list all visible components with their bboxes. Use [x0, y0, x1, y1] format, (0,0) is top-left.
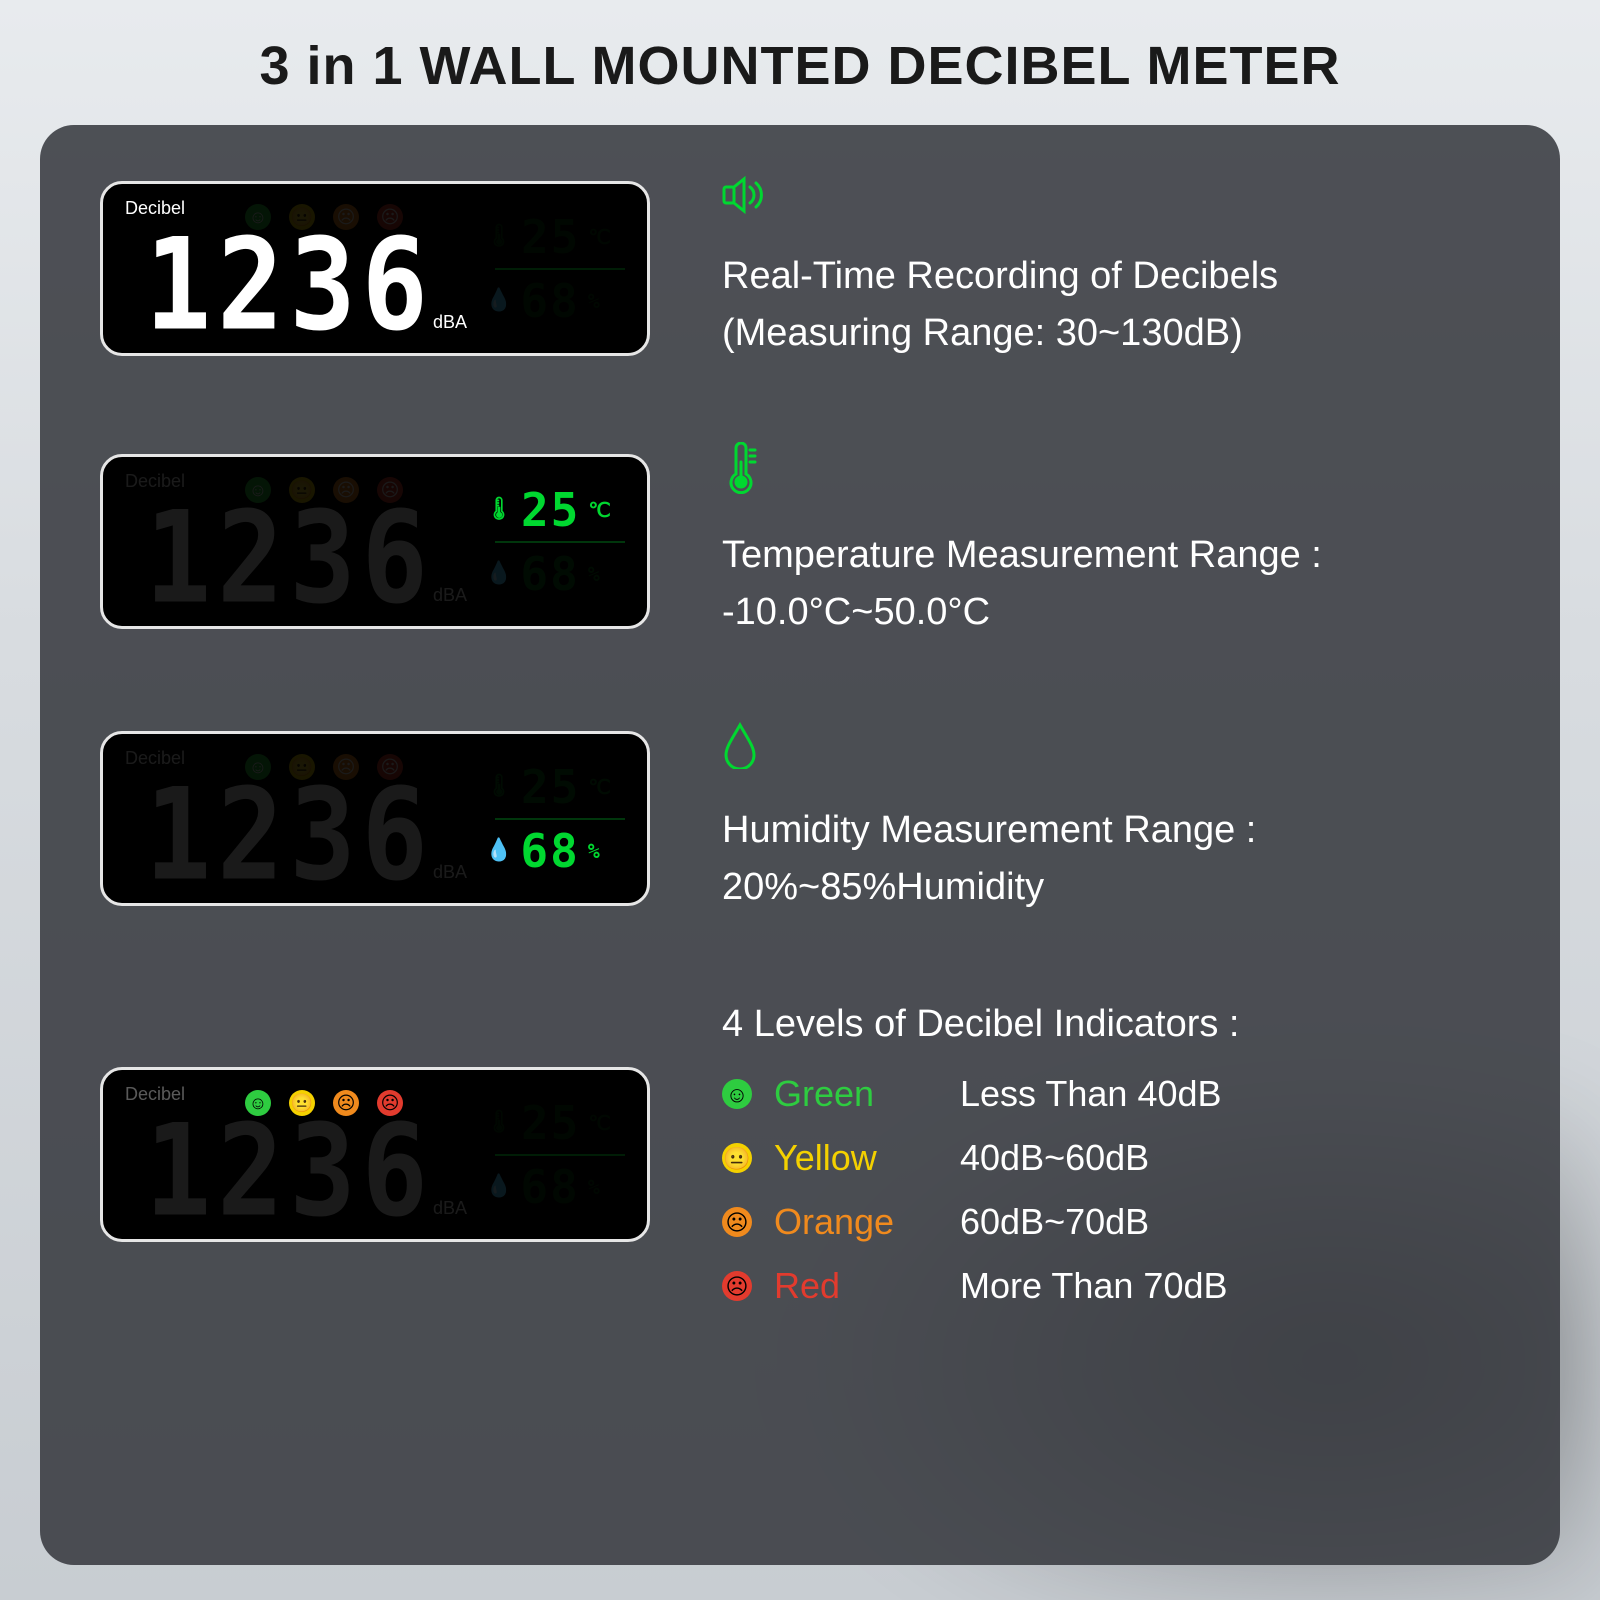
feature-row-humidity: Decibel ☺ 😐 ☹ ☹ 1236 dBA 🌡 25 ℃ 💧 [100, 721, 1500, 916]
unit-dba: dBA [433, 1198, 467, 1219]
droplet-icon [722, 721, 1500, 786]
feature-desc-indicators: 4 Levels of Decibel Indicators : ☺ Green… [722, 996, 1500, 1313]
thermometer-icon: 🌡 [485, 497, 513, 522]
decibel-digits: 1236 [145, 503, 434, 613]
indicators-title: 4 Levels of Decibel Indicators : [722, 996, 1500, 1053]
level-range: Less Than 40dB [960, 1067, 1500, 1121]
main-panel: Decibel ☺ 😐 ☹ ☹ 1236 dBA 🌡 25 ℃ 💧 [40, 125, 1560, 1565]
temp-readout: 🌡 25 ℃ [485, 1100, 625, 1146]
divider [495, 818, 625, 820]
level-face-icon: ☹ [722, 1207, 752, 1237]
level-face-icon: ☹ [722, 1271, 752, 1301]
level-face-icon: 😐 [722, 1143, 752, 1173]
device-display: Decibel ☺ 😐 ☹ ☹ 1236 dBA 🌡 25 ℃ 💧 [100, 181, 650, 356]
temp-readout: 🌡 25 ℃ [485, 764, 625, 810]
desc-line2: (Measuring Range: 30~130dB) [722, 305, 1500, 362]
device-display: Decibel ☺ 😐 ☹ ☹ 1236 dBA 🌡 25 ℃ 💧 [100, 1067, 650, 1242]
feature-desc-temperature: Temperature Measurement Range : -10.0°C~… [722, 442, 1500, 641]
droplet-icon: 💧 [485, 561, 512, 586]
humidity-readout: 💧 68 % [485, 828, 625, 874]
divider [495, 268, 625, 270]
feature-desc-humidity: Humidity Measurement Range : 20%~85%Humi… [722, 721, 1500, 916]
unit-dba: dBA [433, 862, 467, 883]
device-display: Decibel ☺ 😐 ☹ ☹ 1236 dBA 🌡 25 ℃ 💧 [100, 454, 650, 629]
page-title: 3 in 1 WALL MOUNTED DECIBEL METER [0, 0, 1600, 125]
level-name: Yellow [774, 1131, 944, 1185]
level-name: Red [774, 1259, 944, 1313]
feature-desc-decibel: Real-Time Recording of Decibels (Measuri… [722, 175, 1500, 362]
level-range: More Than 70dB [960, 1259, 1500, 1313]
desc-line1: Temperature Measurement Range : [722, 527, 1500, 584]
humidity-readout: 💧 68 % [485, 551, 625, 597]
device-display: Decibel ☺ 😐 ☹ ☹ 1236 dBA 🌡 25 ℃ 💧 [100, 731, 650, 906]
thermometer-icon: 🌡 [485, 224, 513, 249]
droplet-icon: 💧 [485, 838, 512, 863]
desc-line1: Humidity Measurement Range : [722, 802, 1500, 859]
unit-dba: dBA [433, 585, 467, 606]
level-name: Orange [774, 1195, 944, 1249]
level-face-icon: ☺ [722, 1079, 752, 1109]
divider [495, 541, 625, 543]
desc-line1: Real-Time Recording of Decibels [722, 248, 1500, 305]
decibel-digits: 1236 [145, 230, 434, 340]
level-range: 60dB~70dB [960, 1195, 1500, 1249]
desc-line2: 20%~85%Humidity [722, 859, 1500, 916]
feature-row-decibel: Decibel ☺ 😐 ☹ ☹ 1236 dBA 🌡 25 ℃ 💧 [100, 175, 1500, 362]
unit-dba: dBA [433, 312, 467, 333]
decibel-digits: 1236 [145, 780, 434, 890]
divider [495, 1154, 625, 1156]
feature-row-temperature: Decibel ☺ 😐 ☹ ☹ 1236 dBA 🌡 25 ℃ 💧 [100, 442, 1500, 641]
indicator-levels: ☺ Green Less Than 40dB 😐 Yellow 40dB~60d… [722, 1067, 1500, 1313]
level-name: Green [774, 1067, 944, 1121]
thermometer-icon: 🌡 [485, 1110, 513, 1135]
thermometer-icon [722, 442, 1500, 511]
humidity-readout: 💧 68 % [485, 278, 625, 324]
feature-row-indicators: Decibel ☺ 😐 ☹ ☹ 1236 dBA 🌡 25 ℃ 💧 [100, 996, 1500, 1313]
humidity-readout: 💧 68 % [485, 1164, 625, 1210]
decibel-digits: 1236 [145, 1116, 434, 1226]
droplet-icon: 💧 [485, 1174, 512, 1199]
temp-readout: 🌡 25 ℃ [485, 487, 625, 533]
speaker-icon [722, 175, 1500, 232]
temp-readout: 🌡 25 ℃ [485, 214, 625, 260]
droplet-icon: 💧 [485, 288, 512, 313]
level-range: 40dB~60dB [960, 1131, 1500, 1185]
thermometer-icon: 🌡 [485, 774, 513, 799]
desc-line2: -10.0°C~50.0°C [722, 584, 1500, 641]
